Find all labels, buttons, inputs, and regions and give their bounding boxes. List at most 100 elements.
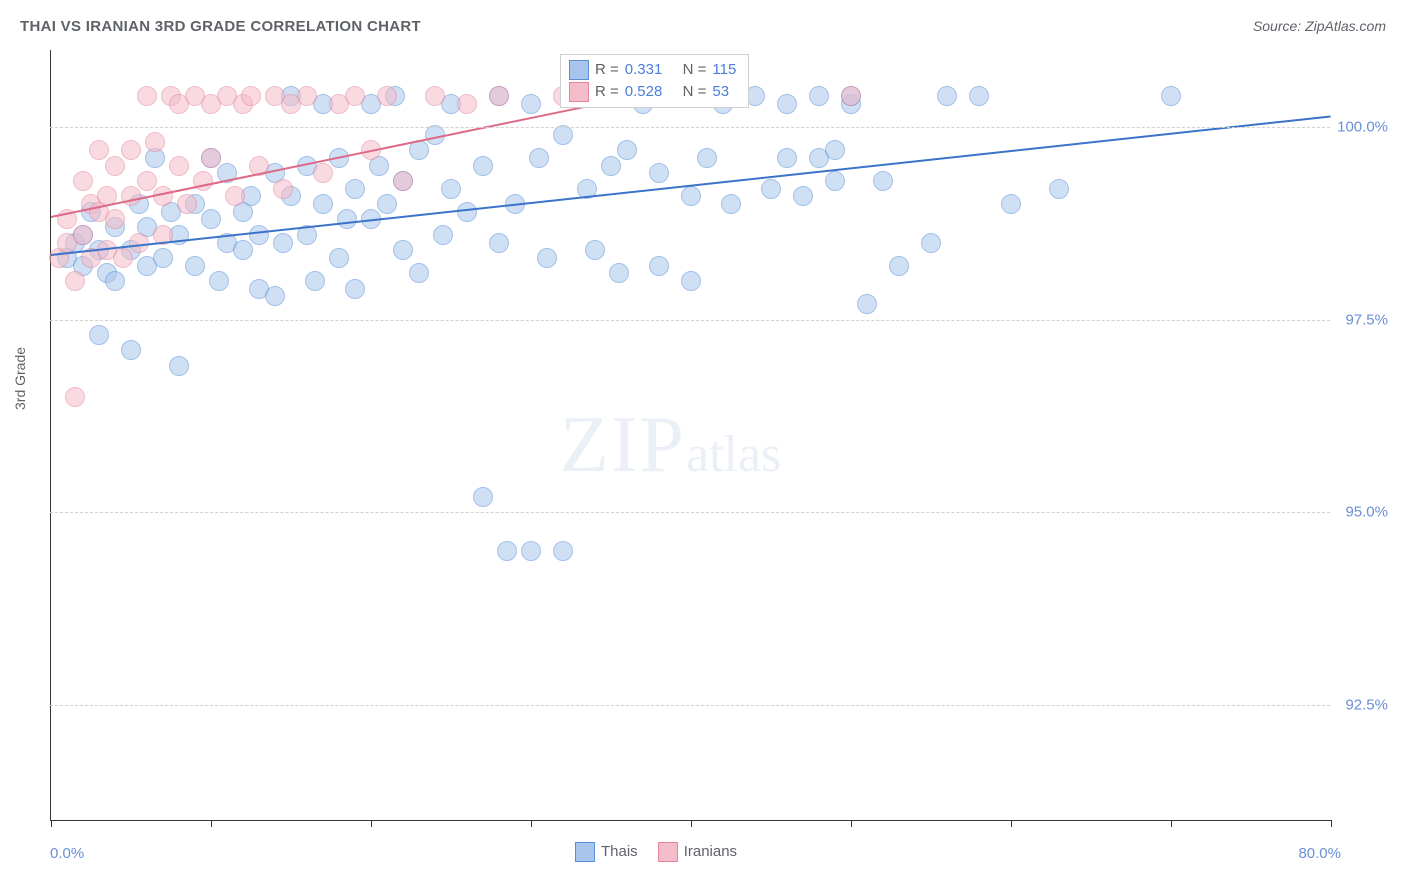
data-point [273, 233, 293, 253]
data-point [969, 86, 989, 106]
data-point [313, 194, 333, 214]
data-point [265, 286, 285, 306]
legend-label: Thais [601, 843, 638, 860]
legend-swatch [569, 82, 589, 102]
data-point [441, 179, 461, 199]
data-point [225, 186, 245, 206]
data-point [409, 263, 429, 283]
data-point [169, 156, 189, 176]
data-point [537, 248, 557, 268]
data-point [377, 86, 397, 106]
data-point [145, 132, 165, 152]
data-point [681, 271, 701, 291]
data-point [937, 86, 957, 106]
data-point [249, 225, 269, 245]
data-point [129, 233, 149, 253]
legend-n-label: N = [683, 59, 707, 81]
x-axis-max-label: 80.0% [1298, 845, 1341, 862]
data-point [809, 86, 829, 106]
data-point [305, 271, 325, 291]
data-point [105, 209, 125, 229]
legend-swatch [575, 842, 595, 862]
trend-line [51, 115, 1331, 256]
legend-n-label: N = [683, 81, 707, 103]
data-point [521, 94, 541, 114]
legend-label: Iranians [684, 843, 737, 860]
series-legend: Thais Iranians [575, 842, 737, 862]
data-point [393, 240, 413, 260]
data-point [89, 325, 109, 345]
legend-r-value: 0.331 [625, 59, 663, 81]
data-point [721, 194, 741, 214]
data-point [201, 209, 221, 229]
legend-r-value: 0.528 [625, 81, 663, 103]
legend-swatch [658, 842, 678, 862]
data-point [1001, 194, 1021, 214]
x-tick [371, 820, 372, 827]
data-point [697, 148, 717, 168]
data-point [105, 156, 125, 176]
data-point [681, 186, 701, 206]
data-point [121, 140, 141, 160]
data-point [473, 487, 493, 507]
y-tick-label: 97.5% [1345, 311, 1388, 328]
data-point [337, 209, 357, 229]
legend-r-label: R = [595, 59, 619, 81]
data-point [393, 171, 413, 191]
x-tick [851, 820, 852, 827]
legend-n-value: 53 [712, 81, 729, 103]
data-point [889, 256, 909, 276]
data-point [529, 148, 549, 168]
data-point [113, 248, 133, 268]
data-point [609, 263, 629, 283]
data-point [169, 356, 189, 376]
data-point [137, 171, 157, 191]
legend-row: R = 0.528 N = 53 [569, 81, 736, 103]
data-point [825, 171, 845, 191]
y-axis-label: 3rd Grade [12, 347, 28, 410]
x-tick [1171, 820, 1172, 827]
legend-r-label: R = [595, 81, 619, 103]
data-point [841, 86, 861, 106]
data-point [457, 94, 477, 114]
data-point [273, 179, 293, 199]
data-point [377, 194, 397, 214]
data-point [425, 86, 445, 106]
data-point [553, 541, 573, 561]
chart-title: THAI VS IRANIAN 3RD GRADE CORRELATION CH… [20, 18, 421, 35]
x-tick [531, 820, 532, 827]
gridline [50, 512, 1330, 513]
x-tick [691, 820, 692, 827]
x-tick [1331, 820, 1332, 827]
data-point [489, 233, 509, 253]
y-tick-label: 100.0% [1337, 119, 1388, 136]
gridline [50, 320, 1330, 321]
data-point [345, 86, 365, 106]
legend-swatch [569, 60, 589, 80]
data-point [793, 186, 813, 206]
data-point [857, 294, 877, 314]
data-point [233, 240, 253, 260]
data-point [297, 86, 317, 106]
data-point [65, 271, 85, 291]
data-point [1049, 179, 1069, 199]
data-point [137, 86, 157, 106]
data-point [201, 148, 221, 168]
data-point [65, 387, 85, 407]
data-point [105, 271, 125, 291]
data-point [921, 233, 941, 253]
data-point [473, 156, 493, 176]
data-point [313, 163, 333, 183]
data-point [329, 248, 349, 268]
data-point [433, 225, 453, 245]
data-point [177, 194, 197, 214]
data-point [345, 179, 365, 199]
correlation-legend: R = 0.331 N = 115R = 0.528 N = 53 [560, 54, 749, 108]
data-point [617, 140, 637, 160]
data-point [649, 256, 669, 276]
data-point [521, 541, 541, 561]
gridline [50, 705, 1330, 706]
data-point [89, 140, 109, 160]
data-point [121, 186, 141, 206]
data-point [153, 248, 173, 268]
